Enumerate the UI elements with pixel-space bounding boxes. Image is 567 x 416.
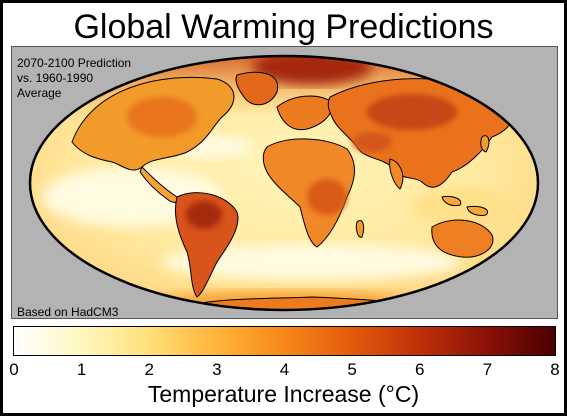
prediction-note: 2070-2100 Prediction vs. 1960-1990 Avera…	[17, 56, 132, 100]
color-scale-tick: 8	[550, 360, 560, 379]
region-india	[389, 158, 404, 190]
color-scale-bar	[13, 326, 556, 356]
page-title: Global Warming Predictions	[73, 8, 494, 46]
color-scale-label: Temperature Increase (°C)	[147, 381, 420, 407]
color-scale-tick: 6	[415, 360, 425, 379]
continent-greenland	[235, 71, 279, 106]
world-map	[28, 54, 540, 312]
continent-europe	[276, 95, 333, 131]
color-scale-tick: 0	[9, 360, 19, 379]
color-scale-tick: 1	[76, 360, 87, 379]
color-scale-tick: 5	[347, 360, 357, 379]
color-scale-tick: 3	[212, 360, 222, 379]
island-madagascar	[355, 220, 365, 238]
figure-frame: Global Warming Predictions	[3, 3, 564, 413]
map-outline	[28, 54, 540, 312]
color-scale-tick: 7	[482, 360, 493, 379]
color-scale-tick: 2	[144, 360, 154, 379]
continent-australia	[431, 219, 494, 258]
model-note: Based on HadCM3	[17, 305, 119, 319]
map-panel: 2070-2100 Prediction vs. 1960-1990 Avera…	[11, 46, 558, 319]
color-scale-tick: 4	[279, 360, 290, 379]
